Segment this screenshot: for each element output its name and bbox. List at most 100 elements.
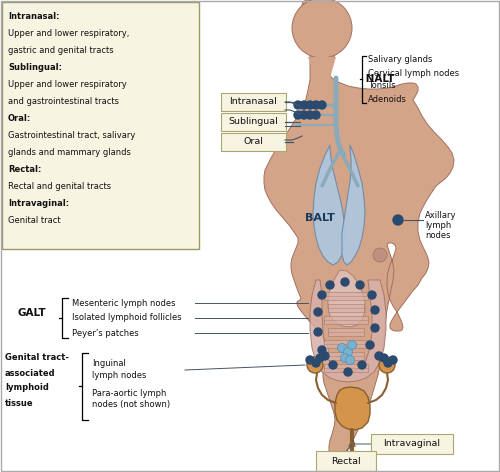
Text: nodes: nodes — [425, 230, 450, 239]
Circle shape — [338, 344, 346, 353]
Circle shape — [318, 101, 326, 109]
Text: Mesenteric lymph nodes: Mesenteric lymph nodes — [72, 298, 176, 307]
Text: lymphoid: lymphoid — [5, 383, 49, 393]
Text: Genital tract-: Genital tract- — [5, 354, 69, 362]
Circle shape — [326, 281, 334, 289]
Circle shape — [340, 354, 349, 362]
Text: Isolated lymphoid follicles: Isolated lymphoid follicles — [72, 313, 182, 322]
Text: Oral: Oral — [244, 137, 264, 146]
Circle shape — [312, 111, 320, 119]
Circle shape — [344, 368, 352, 376]
Text: Rectal: Rectal — [331, 456, 361, 465]
Text: Intranasal: Intranasal — [230, 98, 278, 107]
Text: Peyer’s patches: Peyer’s patches — [72, 329, 139, 337]
Circle shape — [300, 111, 308, 119]
Circle shape — [393, 215, 403, 225]
Circle shape — [312, 359, 320, 367]
Text: Upper and lower respiratory: Upper and lower respiratory — [8, 80, 127, 89]
Text: Intravaginal: Intravaginal — [384, 439, 440, 448]
Polygon shape — [328, 304, 364, 312]
Circle shape — [346, 355, 354, 364]
Circle shape — [379, 357, 395, 373]
Text: Intravaginal:: Intravaginal: — [8, 199, 69, 208]
Circle shape — [294, 101, 302, 109]
FancyBboxPatch shape — [221, 133, 286, 151]
Text: glands and mammary glands: glands and mammary glands — [8, 148, 131, 157]
Text: Cervical lymph nodes: Cervical lymph nodes — [368, 68, 459, 77]
Text: GALT: GALT — [18, 308, 46, 318]
Circle shape — [341, 278, 349, 286]
Circle shape — [292, 0, 352, 58]
Text: Oral:: Oral: — [8, 114, 31, 123]
Text: associated: associated — [5, 369, 56, 378]
Polygon shape — [264, 0, 454, 461]
Text: Rectal:: Rectal: — [8, 165, 42, 174]
Text: lymph nodes: lymph nodes — [92, 371, 146, 379]
Circle shape — [306, 101, 314, 109]
FancyBboxPatch shape — [221, 93, 286, 111]
Text: Adenoids: Adenoids — [368, 94, 407, 103]
Text: Salivary glands: Salivary glands — [368, 56, 432, 65]
Circle shape — [318, 346, 326, 354]
Circle shape — [348, 340, 356, 349]
Circle shape — [371, 324, 379, 332]
FancyBboxPatch shape — [2, 2, 199, 249]
Polygon shape — [342, 145, 365, 265]
Polygon shape — [328, 352, 364, 360]
Circle shape — [306, 111, 314, 119]
Text: tissue: tissue — [5, 398, 34, 407]
Polygon shape — [310, 280, 386, 382]
Circle shape — [389, 356, 397, 364]
Text: and gastrointestinal tracts: and gastrointestinal tracts — [8, 97, 119, 106]
Text: Sublingual: Sublingual — [228, 118, 278, 126]
Circle shape — [314, 328, 322, 336]
Polygon shape — [313, 145, 345, 265]
Circle shape — [371, 306, 379, 314]
Polygon shape — [335, 387, 370, 430]
Text: Upper and lower respiratory,: Upper and lower respiratory, — [8, 29, 130, 38]
Circle shape — [307, 357, 323, 373]
Text: Rectal and genital tracts: Rectal and genital tracts — [8, 182, 111, 191]
Text: gastric and genital tracts: gastric and genital tracts — [8, 46, 114, 55]
Circle shape — [375, 352, 383, 360]
Circle shape — [368, 291, 376, 299]
Polygon shape — [308, 57, 336, 78]
Circle shape — [366, 341, 374, 349]
Circle shape — [358, 361, 366, 369]
Circle shape — [380, 354, 388, 362]
Circle shape — [321, 352, 329, 360]
Text: Genital tract: Genital tract — [8, 216, 60, 225]
Text: Intranasal:: Intranasal: — [8, 12, 60, 21]
FancyBboxPatch shape — [371, 434, 453, 454]
Circle shape — [384, 359, 392, 367]
Polygon shape — [328, 328, 364, 336]
Text: Tonsils: Tonsils — [368, 82, 396, 91]
Text: Inguinal: Inguinal — [92, 359, 126, 368]
Polygon shape — [324, 316, 368, 324]
Text: Gastrointestinal tract, salivary: Gastrointestinal tract, salivary — [8, 131, 136, 140]
Circle shape — [312, 101, 320, 109]
Polygon shape — [324, 340, 368, 348]
Circle shape — [294, 111, 302, 119]
Text: NALT: NALT — [362, 74, 394, 84]
Circle shape — [356, 281, 364, 289]
Circle shape — [314, 308, 322, 316]
Circle shape — [373, 248, 387, 262]
Polygon shape — [324, 364, 368, 372]
Text: lymph: lymph — [425, 220, 451, 229]
FancyBboxPatch shape — [316, 451, 376, 471]
Text: Sublingual:: Sublingual: — [8, 63, 62, 72]
FancyBboxPatch shape — [221, 113, 286, 131]
Text: nodes (not shown): nodes (not shown) — [92, 401, 170, 410]
Polygon shape — [328, 270, 365, 327]
Circle shape — [300, 101, 308, 109]
Polygon shape — [324, 292, 368, 300]
Text: BALT: BALT — [305, 213, 335, 223]
Circle shape — [344, 347, 352, 356]
Text: Para-aortic lymph: Para-aortic lymph — [92, 388, 166, 397]
Circle shape — [306, 356, 314, 364]
Circle shape — [316, 354, 324, 362]
Circle shape — [329, 361, 337, 369]
Text: Axillary: Axillary — [425, 211, 456, 219]
Circle shape — [318, 291, 326, 299]
